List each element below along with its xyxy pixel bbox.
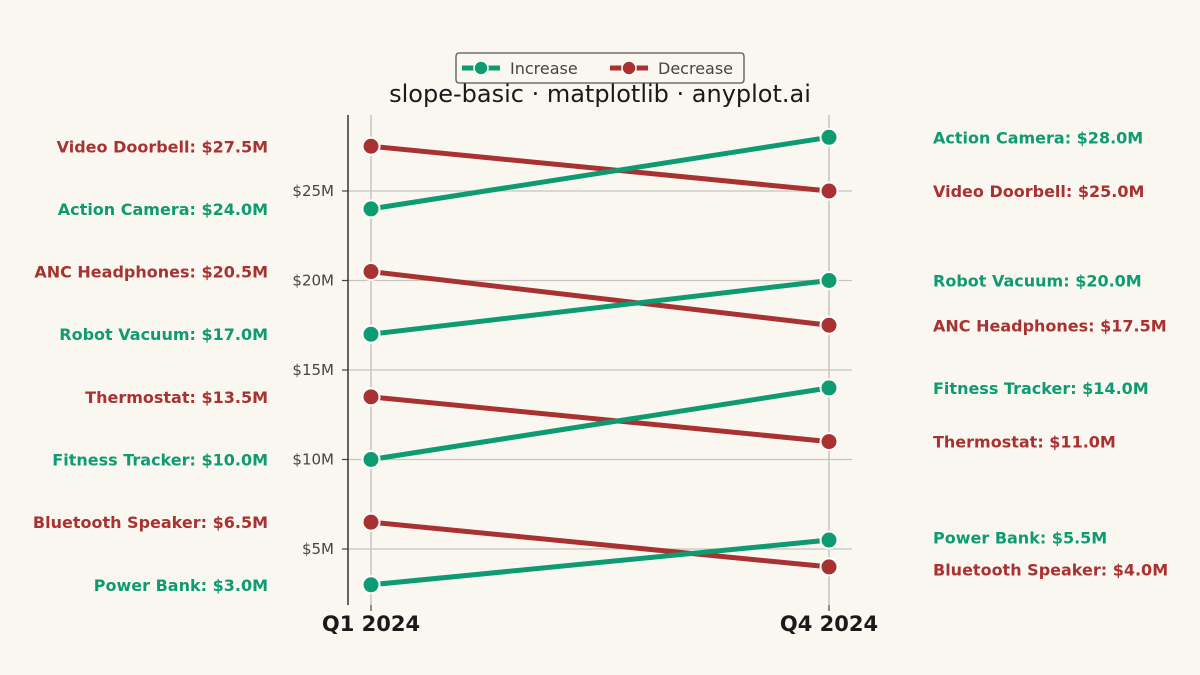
y-tick-label: $10M [292, 451, 334, 469]
start-label-power-bank: Power Bank: $3.0M [94, 576, 268, 595]
end-label-thermostat: Thermostat: $11.0M [933, 433, 1116, 452]
legend-swatch-marker [621, 60, 637, 76]
series-line-fitness-tracker [368, 385, 832, 462]
y-tick-label: $20M [292, 272, 334, 290]
series-markers [361, 127, 839, 595]
legend: Increase Decrease [455, 52, 745, 84]
end-label-fitness-tracker: Fitness Tracker: $14.0M [933, 379, 1149, 398]
x-tick-label: Q4 2024 [780, 612, 878, 636]
series-line-action-camera [368, 134, 832, 212]
start-label-fitness-tracker: Fitness Tracker: $10.0M [52, 451, 268, 470]
end-label-bluetooth-speaker: Bluetooth Speaker: $4.0M [933, 560, 1168, 579]
start-label-robot-vacuum: Robot Vacuum: $17.0M [59, 325, 268, 344]
y-tick-label: $25M [292, 182, 334, 200]
chart-title: slope-basic · matplotlib · anyplot.ai [389, 80, 811, 108]
data-point-video-doorbell [819, 181, 839, 201]
data-point-bluetooth-speaker [819, 557, 839, 577]
data-point-power-bank [819, 530, 839, 550]
legend-label: Decrease [658, 59, 733, 78]
series-line-video-doorbell [368, 143, 832, 194]
data-point-action-camera [361, 199, 381, 219]
legend-box [455, 52, 745, 84]
x-tick-label: Q1 2024 [322, 612, 420, 636]
data-point-anc-headphones [361, 262, 381, 282]
end-label-anc-headphones: ANC Headphones: $17.5M [933, 316, 1167, 335]
series-line-robot-vacuum [368, 278, 832, 337]
series-line-bluetooth-speaker [368, 519, 832, 570]
data-point-fitness-tracker [819, 378, 839, 398]
y-tick-label: $5M [302, 540, 334, 558]
legend-swatch-marker [473, 60, 489, 76]
end-labels: Video Doorbell: $27.5M Action Camera: $24… [33, 128, 1168, 595]
axes: Q1 2024 Q4 2024 [322, 115, 878, 636]
start-label-bluetooth-speaker: Bluetooth Speaker: $6.5M [33, 513, 268, 532]
legend-label: Increase [510, 59, 578, 78]
y-tick-label: $15M [292, 361, 334, 379]
start-label-action-camera: Action Camera: $24.0M [58, 200, 268, 219]
data-point-robot-vacuum [819, 271, 839, 290]
series-line-power-bank [368, 537, 832, 588]
gridlines: $5M $10M $15M $20M $25M [292, 115, 852, 611]
end-label-action-camera: Action Camera: $28.0M [933, 128, 1143, 147]
data-point-bluetooth-speaker [361, 512, 381, 532]
series-line-anc-headphones [368, 269, 832, 328]
data-point-power-bank [361, 575, 381, 595]
data-point-thermostat [819, 432, 839, 452]
start-label-video-doorbell: Video Doorbell: $27.5M [57, 137, 268, 156]
end-label-power-bank: Power Bank: $5.5M [933, 528, 1107, 547]
data-point-action-camera [819, 127, 839, 147]
series-lines [368, 134, 832, 588]
series-line-thermostat [368, 394, 832, 445]
data-point-thermostat [361, 387, 381, 407]
start-label-anc-headphones: ANC Headphones: $20.5M [34, 263, 268, 282]
end-label-video-doorbell: Video Doorbell: $25.0M [933, 182, 1144, 201]
start-label-thermostat: Thermostat: $13.5M [85, 388, 268, 407]
data-point-robot-vacuum [361, 324, 381, 344]
data-point-video-doorbell [361, 136, 381, 156]
data-point-anc-headphones [819, 315, 839, 335]
data-point-fitness-tracker [361, 450, 381, 469]
end-label-robot-vacuum: Robot Vacuum: $20.0M [933, 272, 1142, 291]
